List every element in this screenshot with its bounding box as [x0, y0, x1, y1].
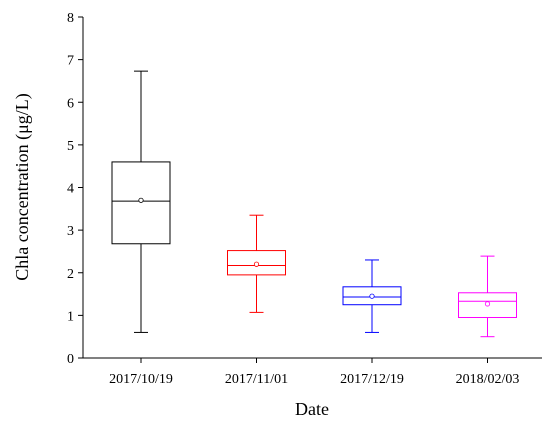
plot-area: 0 1 2 3 4 5 6 7 8 2017/10/19 2017/11/01 2017/12/19… [67, 11, 542, 387]
y-tick-label: 5 [67, 139, 74, 154]
x-tick-label: 2017/11/01 [225, 372, 288, 387]
y-tick-label: 4 [67, 182, 74, 197]
y-tick-label: 8 [67, 11, 74, 26]
iqr-box [111, 161, 171, 245]
box-2017-10-19 [111, 70, 171, 333]
iqr-box [342, 286, 402, 306]
y-tick-label: 2 [67, 267, 74, 282]
iqr-box [458, 292, 517, 319]
x-ticks: 2017/10/19 2017/11/01 2017/12/19 2018/02/03 [109, 358, 519, 387]
y-tick-label: 1 [67, 309, 74, 324]
y-tick-label: 3 [67, 224, 74, 239]
boxes [111, 70, 517, 338]
y-tick-label: 0 [67, 352, 74, 367]
mean-marker [253, 261, 260, 267]
box-2017-11-01 [227, 214, 286, 313]
x-tick-label: 2017/12/19 [340, 372, 404, 387]
box-2018-02-03 [458, 255, 517, 338]
mean-marker [484, 301, 491, 307]
x-tick-label: 2017/10/19 [109, 372, 173, 387]
x-tick-label: 2018/02/03 [456, 372, 520, 387]
y-axis-title: Chla concentration (μg/L) [12, 93, 33, 281]
mean-marker [138, 197, 144, 203]
y-ticks: 0 1 2 3 4 5 6 7 8 [67, 11, 83, 367]
box-2017-12-19 [342, 259, 402, 333]
mean-marker [369, 293, 375, 299]
y-tick-label: 6 [67, 96, 74, 111]
x-axis-title: Date [295, 399, 329, 419]
y-tick-label: 7 [67, 54, 74, 69]
iqr-box [227, 250, 286, 276]
